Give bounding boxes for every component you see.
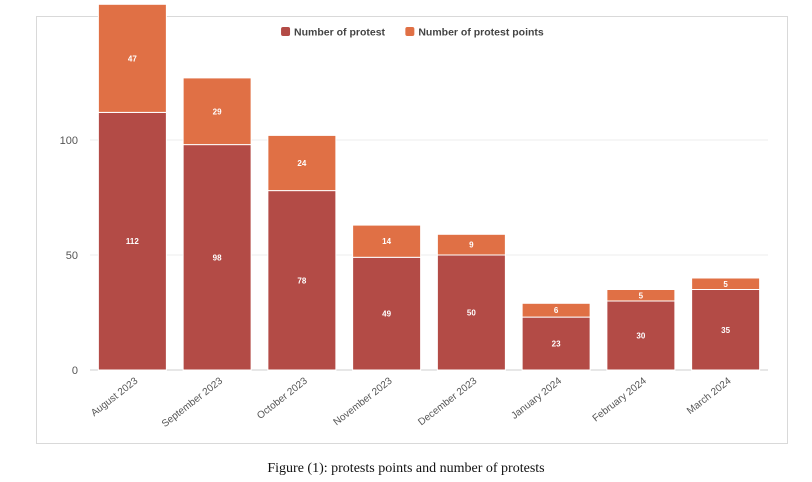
x-tick-label: February 2024 xyxy=(591,375,649,424)
data-label: 9 xyxy=(469,241,474,250)
legend-swatch xyxy=(281,27,291,36)
bars: 112 47 98 29 78 24 49 14 50 9 23 6 30 5 35 5 xyxy=(97,3,761,371)
x-axis: August 2023 September 2023 October 2023 Nov… xyxy=(89,375,734,429)
data-label: 98 xyxy=(213,253,222,262)
y-tick-label: 50 xyxy=(66,250,78,262)
data-label: 50 xyxy=(467,309,476,318)
data-label: 6 xyxy=(554,306,559,315)
data-label: 24 xyxy=(297,159,306,168)
x-tick-label: December 2023 xyxy=(416,375,479,428)
bar-segment-protest-points xyxy=(352,224,422,258)
chart-legend: Number of protest Number of protest point… xyxy=(281,27,544,39)
bar-segment-protest-points xyxy=(606,289,676,302)
x-tick-label: November 2023 xyxy=(332,375,395,428)
x-tick-label: October 2023 xyxy=(255,375,310,421)
legend-label: Number of protest points xyxy=(418,27,544,39)
x-tick-label: March 2024 xyxy=(685,375,734,416)
y-tick-label: 100 xyxy=(60,135,78,147)
data-label: 35 xyxy=(721,326,730,335)
bar-segment-protests xyxy=(691,289,761,371)
data-label: 5 xyxy=(723,280,728,289)
x-tick-label: August 2023 xyxy=(89,375,140,419)
data-label: 5 xyxy=(639,291,644,300)
bar-segment-protest-points xyxy=(267,134,337,192)
legend-label: Number of protest xyxy=(294,27,386,39)
figure-caption: Figure (1): protests points and number o… xyxy=(267,461,545,476)
x-tick-label: January 2024 xyxy=(509,375,564,421)
data-label: 112 xyxy=(126,237,139,246)
data-label: 29 xyxy=(213,107,222,116)
bar-segment-protest-points xyxy=(521,302,591,318)
x-tick-label: September 2023 xyxy=(160,375,225,429)
bar-segment-protests xyxy=(606,300,676,371)
data-label: 23 xyxy=(552,340,561,349)
bar-segment-protests xyxy=(352,256,422,371)
legend-swatch xyxy=(405,27,415,36)
data-label: 14 xyxy=(382,237,391,246)
bar-segment-protests xyxy=(182,144,252,371)
data-label: 49 xyxy=(382,310,391,319)
bar-segment-protest-points xyxy=(691,277,761,290)
data-label: 30 xyxy=(636,332,645,341)
bar-segment-protests xyxy=(267,190,337,371)
data-label: 47 xyxy=(128,54,137,63)
bar-segment-protest-points xyxy=(97,3,167,113)
y-axis: 0 50 100 xyxy=(60,135,78,377)
bar-segment-protest-points xyxy=(182,77,252,146)
data-label: 78 xyxy=(297,276,306,285)
y-tick-label: 0 xyxy=(72,365,78,377)
bar-segment-protest-points xyxy=(436,233,506,256)
bar-segment-protests xyxy=(521,316,591,371)
